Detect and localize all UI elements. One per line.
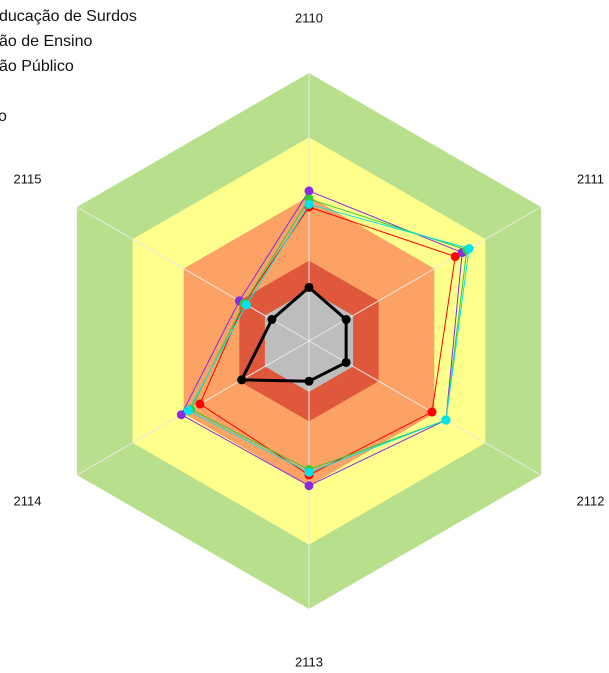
point [304,186,314,196]
point [241,300,251,310]
point [464,244,474,254]
point [237,375,247,385]
point [267,315,277,325]
point [183,406,193,416]
axis-label: 2113 [295,654,323,669]
axis-label: 2115 [14,171,42,186]
axis-label: 2112 [576,493,604,508]
point [176,410,186,420]
axis-label: 2111 [577,171,604,186]
axis-label: 2114 [14,493,42,508]
point [441,415,451,425]
legend-label: ão de Ensino [0,33,93,50]
point [450,252,460,262]
legend-label: ducação de Surdos [0,8,137,25]
point [427,407,437,417]
legend-label: o [0,108,7,125]
point [341,357,351,367]
point [304,481,314,491]
point [195,399,205,409]
point [304,467,314,477]
point [304,282,314,292]
point [341,315,351,325]
axis-label: 2110 [295,10,323,25]
legend-label: ão Público [0,58,74,75]
point [304,199,314,209]
point [304,376,314,386]
